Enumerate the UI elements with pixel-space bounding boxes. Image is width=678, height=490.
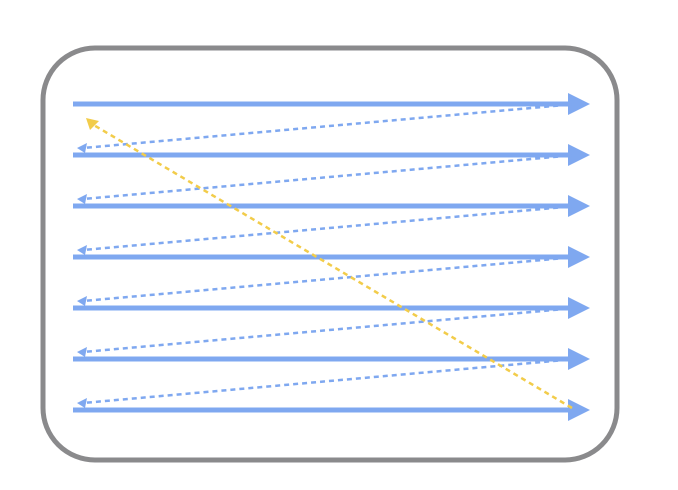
retrace-line-1 [82, 102, 577, 150]
arrow-head-icon [568, 399, 590, 421]
arrow-head-icon [568, 195, 590, 217]
retrace-line-3 [82, 204, 577, 252]
frame-return-group [86, 118, 573, 410]
arrow-head-icon [77, 245, 87, 255]
scan-lines-group [73, 93, 590, 421]
arrow-head-icon [77, 296, 87, 306]
arrow-head-icon [77, 347, 87, 357]
arrow-head-icon [77, 194, 87, 204]
arrow-head-icon [568, 246, 590, 268]
retrace-line-4 [82, 255, 577, 303]
arrow-head-icon [77, 143, 87, 153]
retrace-line-2 [82, 153, 577, 201]
frame-return-line [91, 122, 573, 410]
retrace-line-6 [82, 357, 577, 405]
arrow-head-icon [568, 297, 590, 319]
display-frame [40, 45, 620, 463]
arrow-head-icon [568, 144, 590, 166]
arrow-head-icon [568, 93, 590, 115]
retrace-lines-group [77, 102, 577, 408]
arrow-head-icon [568, 348, 590, 370]
arrow-head-icon [77, 398, 87, 408]
arrow-head-icon [86, 118, 99, 130]
retrace-line-5 [82, 306, 577, 354]
